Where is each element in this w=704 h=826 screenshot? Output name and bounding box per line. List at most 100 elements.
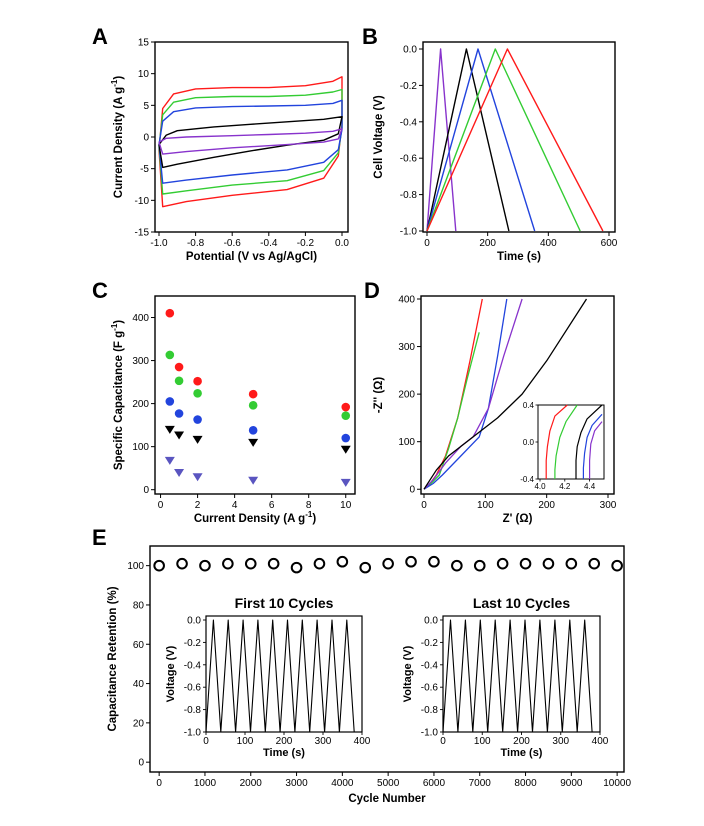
panel-c-point-slate [174, 468, 185, 477]
panel-e-inset-2-ytick-label: -0.4 [421, 660, 439, 671]
panel-c-xlabel-end: ) [312, 513, 316, 525]
panel-e-xtick-label: 8000 [514, 778, 537, 789]
panel-c-xtick-label: 10 [340, 500, 352, 511]
panel-e-inset-2-xtick-label: 400 [592, 736, 609, 747]
panel-e-retention-point [382, 557, 394, 570]
panel-c-point-red [341, 402, 351, 412]
panel-d-inset-red [545, 404, 568, 479]
panel-e-inset-2-ytick-label: -0.8 [421, 705, 439, 716]
panel-c-point-slate [340, 478, 351, 487]
panel-e-retention-point [359, 561, 372, 574]
panel-a-ytick-label: 15 [138, 38, 150, 49]
panel-e-inset-2-voltage-trace [442, 619, 593, 733]
panel-b-ytick-label: -0.2 [400, 81, 418, 92]
panel-e-retention-point [176, 557, 188, 570]
panel-e-retention-point [565, 557, 578, 570]
panel-d-inset-xtick-label: 4.4 [584, 482, 596, 491]
panel-b-gcd-curve-purple [426, 48, 457, 232]
panel-d-inset-ytick-label: 0.4 [523, 401, 535, 410]
panel-e-ytick-label: 40 [133, 679, 145, 690]
panel-a-xtick-label: -0.8 [187, 238, 205, 249]
panel-e-xtick-label: 0 [156, 778, 162, 789]
panel-e-xtick-label: 3000 [285, 778, 308, 789]
panel-letter-a: A [92, 24, 108, 49]
panel-d-inset-ytick-label: -0.4 [520, 475, 534, 484]
panel-e-inset-2-ytick-label: 0.0 [424, 616, 438, 627]
panel-a-cv-loop-blue [158, 99, 343, 184]
panel-c-xtick-label: 0 [158, 500, 164, 511]
panel-b-xtick-label: 0 [424, 238, 430, 249]
panel-e-retention-point [153, 559, 165, 572]
panel-b-gcd-curve-black [426, 48, 510, 232]
panel-e-inset-1-ytick-label: -0.2 [184, 638, 202, 649]
panel-e-inset-1-xtick-label: 400 [354, 736, 371, 747]
panel-e-retention-point [519, 557, 532, 570]
panel-b-xlabel: Time (s) [497, 251, 541, 263]
panel-e-inset-1-xlabel: Time (s) [263, 747, 305, 759]
panel-b-ytick-label: -0.6 [400, 154, 418, 165]
panel-e-retention-point [451, 559, 463, 572]
panel-e-frame [149, 545, 625, 773]
panel-e-retention-point [428, 555, 440, 568]
panel-c-ytick-label: 100 [132, 442, 149, 453]
panel-letter-b: B [362, 24, 378, 49]
panel-a-ylabel-sup: -1 [110, 79, 119, 87]
panel-e-retention-point [496, 557, 509, 570]
panel-d-xtick-label: 300 [600, 500, 617, 511]
panel-b-xtick-label: 200 [479, 238, 496, 249]
panel-e-xtick-label: 10000 [603, 778, 631, 789]
panel-d-nyquist-black [423, 298, 588, 490]
panel-d-ytick-label: 200 [398, 390, 415, 401]
panel-e-retention-point [405, 555, 417, 568]
panel-e-inset-1-voltage-trace [205, 619, 355, 733]
panel-c-point-black [248, 438, 259, 447]
panel-e-inset-1-xtick-label: 100 [237, 736, 254, 747]
panel-b-gcd-curve-blue [426, 48, 536, 232]
panel-e-retention-point [244, 557, 257, 570]
panel-letter-c: C [92, 278, 108, 303]
panel-a-ytick-label: -15 [135, 228, 150, 239]
panel-c-frame [154, 295, 356, 495]
panel-c-point-black [164, 425, 175, 434]
panel-d-nyquist-purple [423, 298, 523, 490]
panel-c-ylabel-sup: -1 [110, 323, 119, 331]
panel-a-ytick-label: 10 [138, 69, 150, 80]
panel-e-inset-2-xtick-label: 0 [440, 736, 446, 747]
panel-e-retention-point [290, 561, 303, 574]
panel-e-retention-point [336, 555, 349, 568]
panel-d-nyquist-green [423, 332, 480, 490]
panel-c-point-slate [192, 473, 203, 482]
panel-e-inset-2-xtick-label: 200 [513, 736, 530, 747]
panel-b-xtick-label: 600 [601, 238, 618, 249]
panel-c-point-slate [164, 456, 175, 465]
panel-c-point-green [341, 411, 351, 420]
panel-d-inset-ytick-label: 0.0 [523, 438, 535, 447]
panel-d-inset-green [554, 404, 578, 479]
panel-d-nyquist-red [423, 298, 483, 490]
panel-e-ytick-label: 60 [133, 640, 145, 651]
panel-c-point-red [174, 362, 184, 372]
panel-d-xtick-label: 0 [421, 500, 427, 511]
panel-c-point-blue [165, 397, 175, 406]
panel-c-point-blue [193, 415, 202, 424]
panel-b-ylabel: Cell Voltage (V) [373, 95, 385, 179]
panel-e-inset-1-ytick-label: -1.0 [184, 728, 202, 739]
panel-c-xtick-label: 8 [306, 500, 312, 511]
panel-c-ytick-label: 300 [132, 356, 149, 367]
panel-d-ytick-label: 0 [409, 485, 415, 496]
panel-a-cv-chart: -1.0 -0.8 -0.6 -0.4 -0.2 0.0 -15 -10 -5 0 5 10 15 Pot… [110, 38, 349, 264]
panel-e-inset-1-ytick-label: -0.8 [184, 705, 202, 716]
panel-a-ylabel-main: Current Density (A g [113, 87, 125, 198]
panel-d-inset-frame [537, 404, 605, 480]
panel-c-point-green [248, 401, 258, 410]
panel-c-ylabel: Specific Capacitance (F g-1) [110, 320, 125, 470]
panel-a-xtick-label: 0.0 [335, 238, 349, 249]
panel-e-inset-1-title: First 10 Cycles [235, 595, 334, 611]
panel-d-nyquist-chart: 0 100 200 300 0 100 200 300 400 Z' (Ω) -Z'' (Ω) 4.0… [373, 295, 617, 526]
panel-e-retention-point [611, 559, 623, 572]
panel-c-ylabel-end: ) [113, 320, 125, 324]
panel-e-retention-point [473, 559, 486, 572]
panel-c-point-green [174, 376, 184, 386]
